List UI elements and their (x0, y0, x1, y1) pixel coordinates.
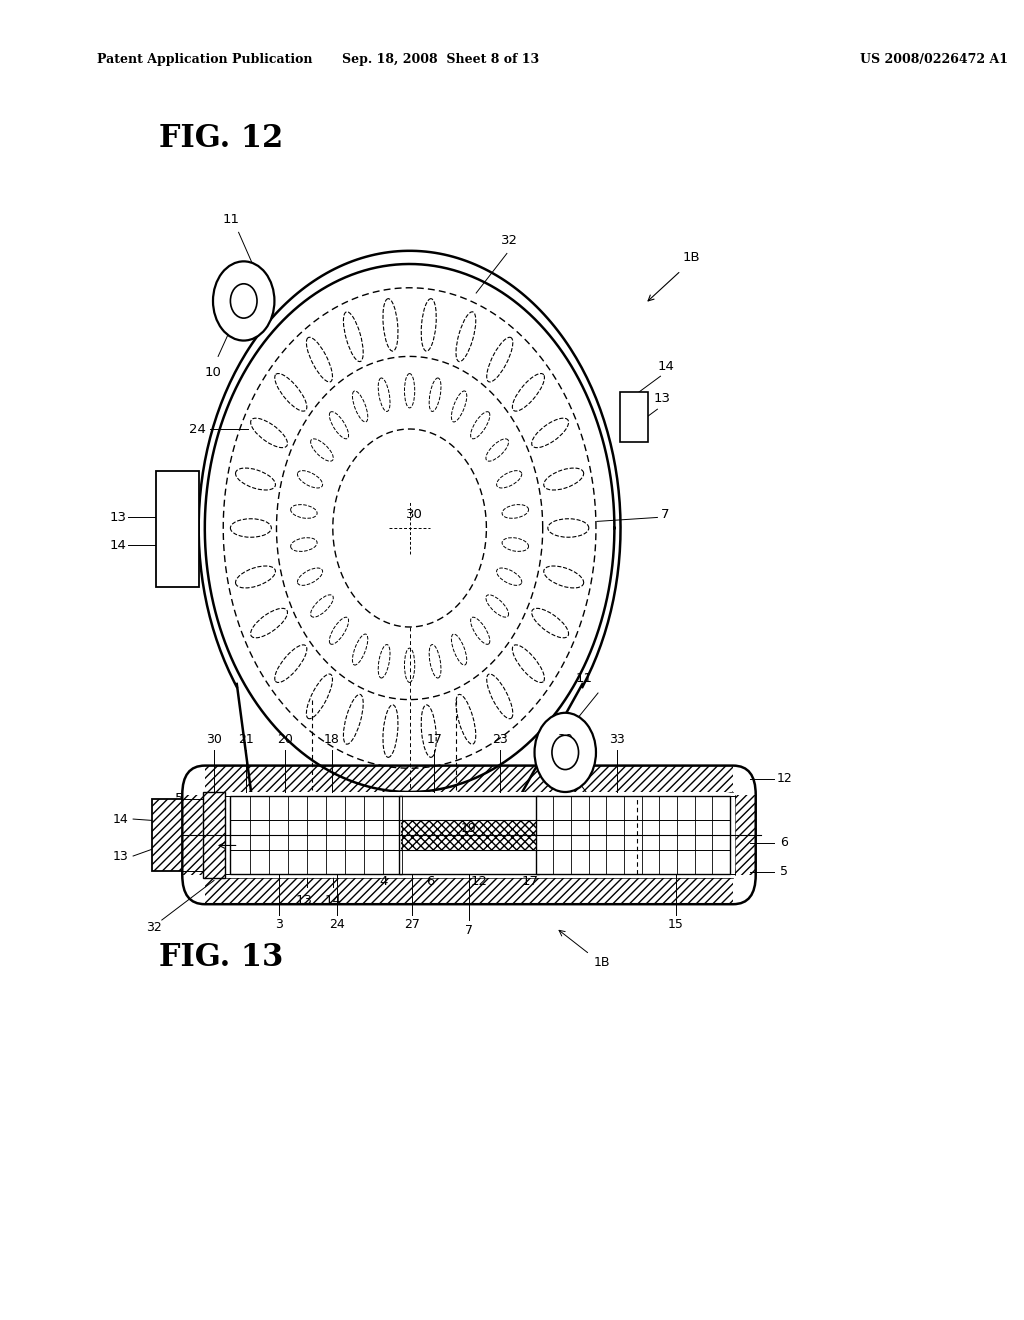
Circle shape (552, 735, 579, 770)
Text: 11: 11 (223, 213, 240, 226)
Bar (205, 878, 733, 904)
Text: 30: 30 (206, 733, 222, 746)
Text: 23: 23 (492, 733, 508, 746)
Text: 20: 20 (278, 733, 294, 746)
Text: 21: 21 (238, 733, 254, 746)
FancyBboxPatch shape (203, 792, 735, 878)
Text: US 2008/0226472 A1: US 2008/0226472 A1 (860, 53, 1009, 66)
Bar (203, 792, 225, 878)
Text: 32: 32 (502, 234, 518, 247)
Circle shape (535, 713, 596, 792)
Circle shape (230, 284, 257, 318)
Text: 13: 13 (296, 894, 312, 907)
Bar (152, 799, 182, 871)
Text: 14: 14 (657, 360, 674, 374)
Bar (620, 392, 648, 442)
Text: 11: 11 (575, 672, 592, 685)
Text: 6: 6 (426, 875, 434, 888)
Text: 10: 10 (205, 366, 221, 379)
Text: Patent Application Publication: Patent Application Publication (97, 53, 312, 66)
Text: 10: 10 (592, 812, 608, 825)
Bar (326, 826, 346, 855)
Text: 32: 32 (145, 921, 162, 935)
Circle shape (213, 261, 274, 341)
Text: 27: 27 (403, 917, 420, 931)
Text: FIG. 13: FIG. 13 (159, 941, 283, 973)
Text: 17: 17 (522, 875, 539, 888)
Bar (230, 796, 402, 874)
Text: 6: 6 (780, 837, 788, 849)
Text: 30: 30 (407, 508, 423, 521)
Text: 1B: 1B (682, 251, 700, 264)
Text: 24: 24 (329, 917, 345, 931)
Text: 30: 30 (557, 733, 572, 746)
Text: 12: 12 (471, 875, 487, 888)
Text: 33: 33 (609, 733, 625, 746)
Text: 19: 19 (461, 822, 477, 834)
Bar (182, 795, 203, 875)
Bar (735, 795, 756, 875)
Text: 13: 13 (113, 850, 129, 862)
Bar (205, 766, 733, 792)
Text: 18: 18 (324, 733, 340, 746)
Text: 13: 13 (110, 511, 126, 524)
Text: 3: 3 (274, 917, 283, 931)
Bar (156, 471, 199, 587)
Bar (299, 826, 319, 855)
Text: 7: 7 (465, 924, 473, 937)
Text: 15: 15 (668, 917, 684, 931)
Text: 14: 14 (325, 894, 341, 907)
Text: 7: 7 (662, 508, 670, 521)
Text: 14: 14 (110, 539, 126, 552)
Text: 24: 24 (189, 422, 206, 436)
Bar (401, 820, 537, 850)
Text: 5: 5 (780, 866, 788, 878)
Text: 12: 12 (776, 772, 793, 785)
Text: 13: 13 (654, 392, 671, 405)
FancyBboxPatch shape (182, 766, 756, 904)
Text: Sep. 18, 2008  Sheet 8 of 13: Sep. 18, 2008 Sheet 8 of 13 (342, 53, 539, 66)
Text: FIG. 12: FIG. 12 (159, 123, 283, 154)
Text: 5: 5 (175, 792, 183, 805)
Text: 4: 4 (380, 875, 388, 888)
Text: 17: 17 (426, 733, 442, 746)
Bar (536, 796, 730, 874)
Bar (399, 796, 539, 874)
Text: 1B: 1B (594, 956, 610, 969)
Text: 14: 14 (113, 813, 129, 825)
